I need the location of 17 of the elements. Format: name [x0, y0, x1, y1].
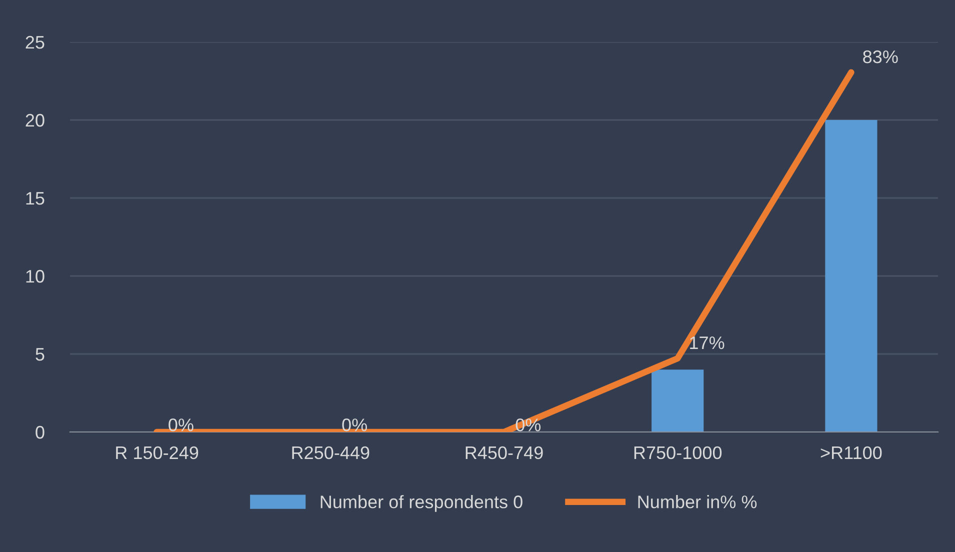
y-tick-label: 5: [36, 348, 44, 361]
data-label: 83%: [863, 50, 898, 64]
y-tick-label: 0: [36, 426, 44, 439]
y-tick-label: 10: [26, 270, 44, 283]
legend-label: Number in% %: [638, 495, 757, 508]
data-label: 0%: [168, 418, 194, 432]
x-tick-label: >R1100: [820, 446, 882, 460]
x-tick-label: R750-1000: [634, 446, 722, 460]
y-tick-label: 20: [26, 114, 44, 127]
y-tick-label: 25: [26, 36, 44, 49]
data-label: 17%: [690, 336, 724, 350]
x-tick-label: R450-749: [466, 446, 543, 460]
x-tick-label: R250-449: [292, 446, 370, 460]
legend-label: Number of respondents 0: [320, 495, 522, 512]
x-tick-label: R 150-249: [116, 446, 198, 460]
data-label: 0%: [342, 418, 367, 432]
y-tick-label: 15: [26, 192, 44, 205]
